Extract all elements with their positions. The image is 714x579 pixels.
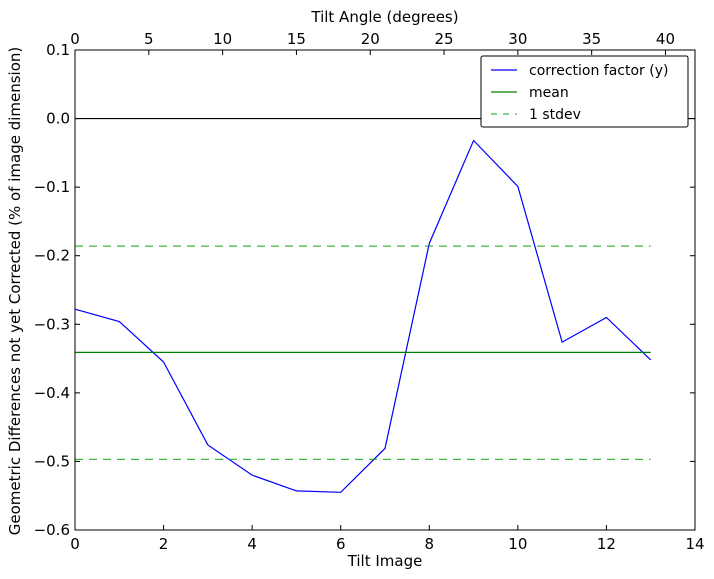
series-line-0	[74, 139, 652, 493]
x-tick-label: 2	[159, 535, 169, 553]
top-tick-label: 35	[582, 30, 601, 48]
top-tick-label: 5	[144, 30, 154, 48]
y-tick-label: −0.4	[34, 384, 70, 402]
y-axis-label: Geometric Differences not yet Corrected …	[6, 47, 24, 536]
tick-labels: 0 2 4 6 8 10 12 14 0 5 10 15 20 25 30 35 40 0.1 0.0 −0.1 −0.…	[34, 30, 705, 553]
legend-label-correction-factor: correction factor (y)	[529, 63, 668, 79]
x-tick-label: 4	[247, 535, 257, 553]
legend-label-mean: mean	[529, 85, 569, 101]
x-tick-label: 10	[508, 535, 527, 553]
x-tick-label: 0	[70, 535, 80, 553]
y-tick-label: −0.1	[34, 178, 70, 196]
y-tick-label: −0.2	[34, 247, 70, 265]
top-tick-label: 25	[435, 30, 454, 48]
top-tick-label: 40	[656, 30, 675, 48]
x-tick-label: 8	[425, 535, 435, 553]
y-tick-label: 0.1	[46, 41, 70, 59]
x-tick-label: 6	[336, 535, 346, 553]
plot-lines	[74, 117, 695, 493]
legend-label-stdev: 1 stdev	[529, 107, 581, 123]
top-tick-label: 15	[287, 30, 306, 48]
top-tick-label: 30	[508, 30, 527, 48]
plot-frame	[74, 49, 696, 531]
y-tick-label: −0.6	[34, 521, 70, 539]
top-tick-label: 20	[361, 30, 380, 48]
legend-box	[480, 55, 689, 128]
y-tick-label: −0.5	[34, 452, 70, 470]
top-tick-label: 10	[213, 30, 232, 48]
ticks	[74, 49, 696, 531]
x-tick-label: 12	[597, 535, 616, 553]
top-axis-label: Tilt Angle (degrees)	[310, 8, 458, 26]
top-tick-label: 0	[70, 30, 80, 48]
y-tick-label: 0.0	[46, 110, 70, 128]
x-axis-label: Tilt Image	[347, 552, 423, 570]
y-tick-label: −0.3	[34, 315, 70, 333]
x-tick-label: 14	[685, 535, 704, 553]
legend: correction factor (y) mean 1 stdev	[480, 55, 689, 128]
